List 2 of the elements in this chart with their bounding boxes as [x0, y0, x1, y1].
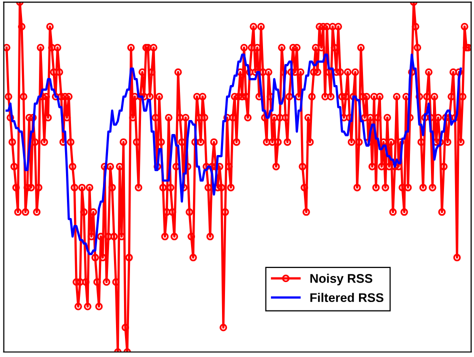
- legend-label: Noisy RSS: [310, 274, 372, 286]
- legend-label: Filtered RSS: [310, 292, 384, 302]
